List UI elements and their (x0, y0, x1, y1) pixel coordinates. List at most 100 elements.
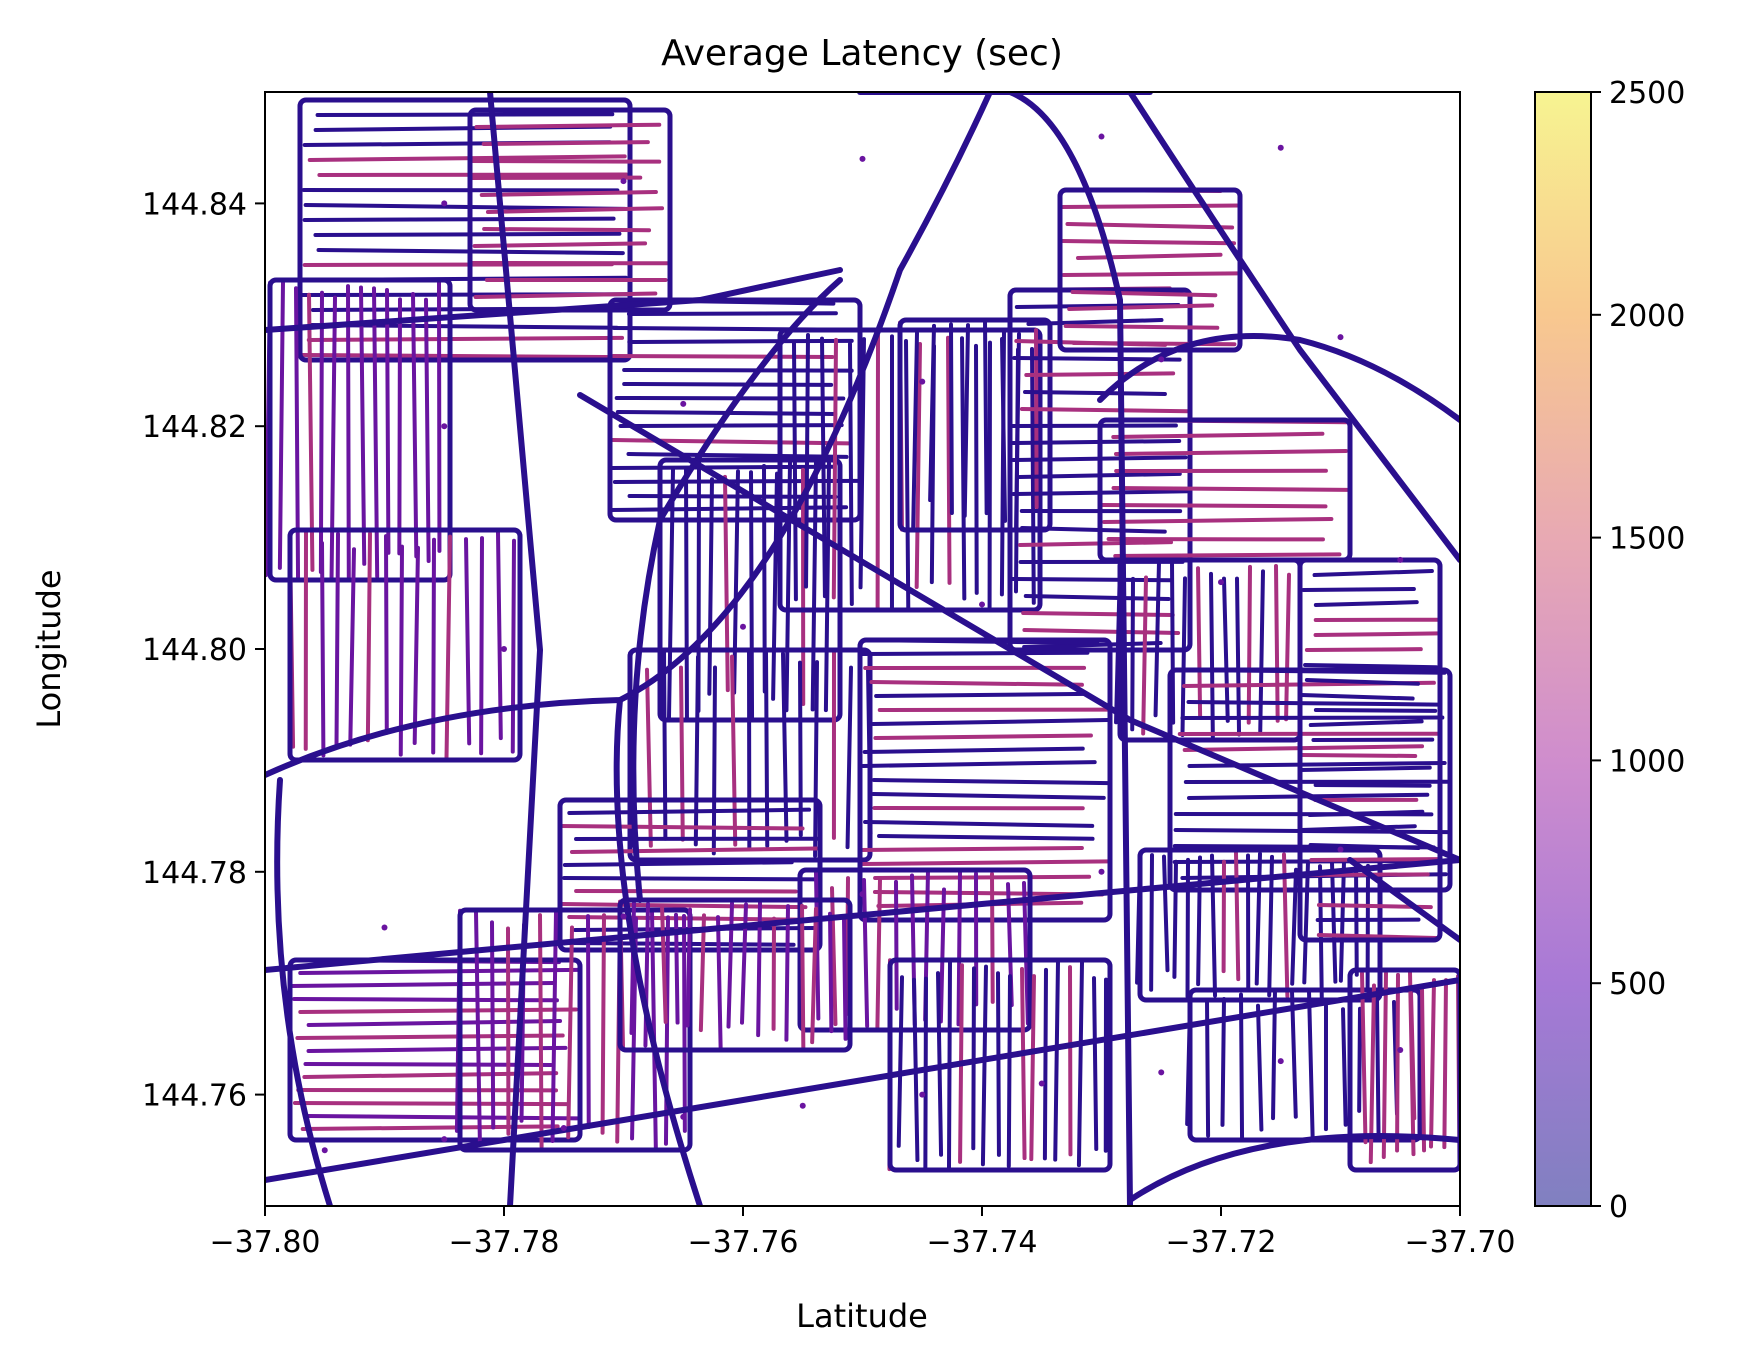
road-segment (667, 467, 675, 720)
road-segment (1312, 569, 1434, 577)
road-segment (306, 335, 625, 342)
road-segment (627, 338, 854, 344)
road-segment (1304, 647, 1423, 652)
road-segment (472, 241, 648, 248)
road-segment (1063, 324, 1220, 330)
road-segment (1313, 631, 1441, 637)
road-segment (823, 460, 831, 713)
road-segment (1302, 860, 1310, 985)
road-segment (1026, 318, 1164, 326)
road-segment (306, 1045, 568, 1053)
road-segment (315, 112, 615, 117)
x-tick-label: −37.80 (209, 1225, 320, 1260)
road-segment (277, 279, 285, 570)
road-segment (1254, 851, 1262, 986)
road-loop (1057, 187, 1243, 353)
road-segment (1071, 341, 1237, 347)
road-loop (1297, 557, 1443, 943)
road-segment (622, 368, 854, 373)
data-point (1158, 356, 1165, 363)
arterial-road (1127, 1133, 1460, 1203)
road-segment (412, 545, 420, 745)
data-points (321, 133, 1404, 1154)
road-segment (1309, 857, 1442, 862)
road-segment (1313, 783, 1432, 788)
data-point (1098, 133, 1105, 140)
road-segment (810, 459, 818, 712)
road-segment (306, 1114, 580, 1121)
road-segment (873, 874, 1092, 880)
x-tick-label: −37.76 (687, 1225, 798, 1260)
road-segment (1153, 559, 1161, 718)
arterial-road (265, 267, 843, 333)
road-segment (726, 901, 734, 1029)
road-segment (1395, 972, 1400, 1153)
road-segment (1284, 572, 1291, 722)
road-segment (1172, 859, 1178, 979)
arterial-road (487, 92, 544, 1206)
road-segment (1274, 563, 1280, 723)
road-segment (650, 908, 658, 1151)
road-segment (1022, 628, 1181, 635)
road-segment (490, 920, 496, 1130)
road-segment (1162, 854, 1170, 973)
road-segment (1196, 566, 1203, 718)
x-axis-label: Latitude (796, 1297, 928, 1335)
road-segment (586, 914, 591, 1129)
data-point (680, 1113, 687, 1120)
road-segment (792, 341, 798, 602)
road-segment (398, 544, 404, 757)
road-segment (1180, 576, 1187, 737)
data-point (1277, 1058, 1284, 1065)
road-segment (569, 846, 819, 854)
road-segment (485, 206, 665, 214)
road-segment (1020, 526, 1167, 534)
road-segment (560, 902, 808, 910)
road-segment (1209, 571, 1215, 740)
data-point (1098, 868, 1105, 875)
road-segment (300, 353, 624, 360)
x-tick-label: −37.70 (1404, 1225, 1515, 1260)
data-point (1218, 579, 1224, 586)
road-segment (567, 807, 812, 815)
road-segment (845, 665, 853, 850)
road-segment (1023, 390, 1167, 396)
road-segment (1307, 809, 1425, 817)
road-segment (1000, 336, 1008, 523)
road-segment (444, 534, 452, 762)
road-segment (707, 477, 714, 696)
road-segment (894, 879, 899, 1011)
road-segment (626, 452, 849, 459)
road-segment (896, 975, 904, 1148)
y-tick-label: 144.76 (142, 1079, 247, 1114)
road-segment (431, 537, 436, 755)
y-axis-label: Longitude (30, 569, 68, 728)
road-segment (1024, 371, 1176, 377)
road-segment (1420, 986, 1427, 1153)
road-segment (798, 660, 803, 838)
road-segment (1186, 700, 1440, 707)
road-segment (320, 541, 326, 758)
road-loop (627, 647, 873, 863)
road-segment (300, 1124, 560, 1131)
road-segment (292, 1101, 569, 1107)
road-segment (863, 820, 1095, 828)
road-segment (871, 778, 1112, 786)
y-tick-label: 144.78 (142, 856, 247, 891)
road-segment (1113, 552, 1342, 558)
road-segment (567, 915, 822, 922)
data-point (441, 200, 448, 207)
data-point (381, 924, 388, 931)
road-segment (1006, 974, 1012, 1169)
road-segment (1020, 966, 1027, 1161)
road-segment (348, 547, 356, 747)
data-point (1397, 556, 1404, 563)
road-segment (609, 505, 849, 512)
road-segment (1307, 988, 1315, 1141)
road-segment (307, 292, 315, 572)
road-segment (1235, 576, 1242, 737)
road-segment (474, 122, 662, 129)
data-point (1158, 1069, 1165, 1076)
road-segment (1113, 448, 1348, 456)
road-segment (813, 660, 819, 858)
